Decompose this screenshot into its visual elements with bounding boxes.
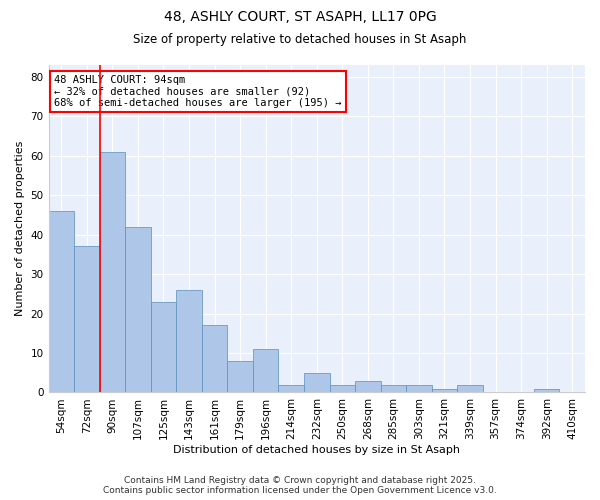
Bar	[202, 326, 227, 392]
Bar	[304, 372, 329, 392]
Bar	[457, 384, 483, 392]
Bar	[74, 246, 100, 392]
Bar	[176, 290, 202, 392]
Text: Size of property relative to detached houses in St Asaph: Size of property relative to detached ho…	[133, 32, 467, 46]
Bar	[380, 384, 406, 392]
Bar	[355, 380, 380, 392]
Text: 48, ASHLY COURT, ST ASAPH, LL17 0PG: 48, ASHLY COURT, ST ASAPH, LL17 0PG	[164, 10, 436, 24]
X-axis label: Distribution of detached houses by size in St Asaph: Distribution of detached houses by size …	[173, 445, 460, 455]
Bar	[100, 152, 125, 392]
Text: 48 ASHLY COURT: 94sqm
← 32% of detached houses are smaller (92)
68% of semi-deta: 48 ASHLY COURT: 94sqm ← 32% of detached …	[54, 75, 341, 108]
Bar	[432, 388, 457, 392]
Bar	[534, 388, 559, 392]
Bar	[329, 384, 355, 392]
Text: Contains HM Land Registry data © Crown copyright and database right 2025.
Contai: Contains HM Land Registry data © Crown c…	[103, 476, 497, 495]
Y-axis label: Number of detached properties: Number of detached properties	[15, 141, 25, 316]
Bar	[278, 384, 304, 392]
Bar	[406, 384, 432, 392]
Bar	[253, 349, 278, 393]
Bar	[49, 211, 74, 392]
Bar	[151, 302, 176, 392]
Bar	[227, 361, 253, 392]
Bar	[125, 227, 151, 392]
